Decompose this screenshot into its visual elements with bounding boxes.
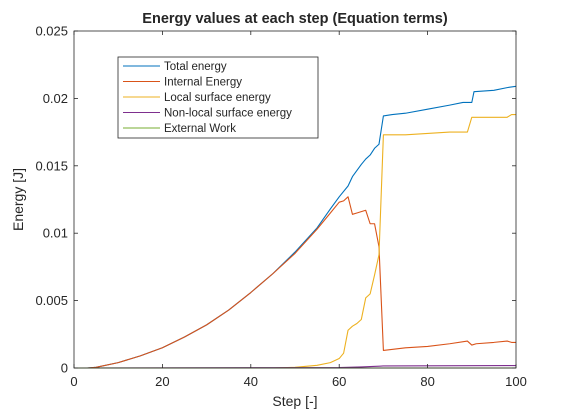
- y-tick-label: 0.01: [43, 226, 68, 241]
- legend: Total energy Internal Energy Local surface…: [117, 56, 319, 139]
- x-axis: 0 20 40 60 80 100: [70, 31, 527, 389]
- y-tick-label: 0.02: [43, 91, 68, 106]
- legend-label-3: Local surface energy: [164, 92, 271, 104]
- x-tick-label: 0: [70, 374, 77, 389]
- y-tick-label: 0.005: [35, 293, 68, 308]
- series-line-2: [74, 196, 516, 369]
- legend-label-5: External Work: [164, 123, 236, 135]
- legend-label-2: Internal Energy: [164, 77, 242, 89]
- y-tick-label: 0: [61, 361, 68, 376]
- x-axis-label: Step [-]: [272, 393, 317, 409]
- chart-title: Energy values at each step (Equation ter…: [142, 11, 448, 27]
- y-axis-label: Energy [J]: [10, 168, 26, 231]
- x-tick-label: 20: [155, 374, 169, 389]
- series-line-3: [74, 114, 516, 369]
- x-tick-label: 80: [420, 374, 434, 389]
- plot-frame: [73, 30, 517, 369]
- legend-label-1: Total energy: [164, 61, 227, 73]
- legend-label-4: Non-local surface energy: [164, 108, 292, 120]
- x-tick-label: 40: [244, 374, 258, 389]
- y-tick-label: 0.025: [35, 24, 68, 39]
- x-tick-label: 60: [332, 374, 346, 389]
- y-tick-label: 0.015: [35, 158, 68, 173]
- y-axis: 0 0.005 0.01 0.015 0.02 0.025: [35, 24, 516, 376]
- x-tick-label: 100: [505, 374, 527, 389]
